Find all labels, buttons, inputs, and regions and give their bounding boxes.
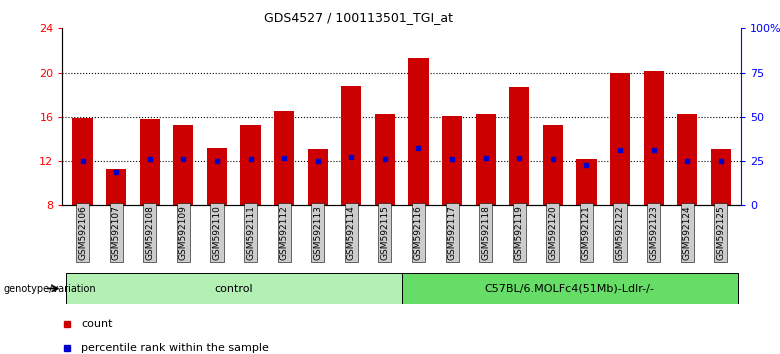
Bar: [610, 73, 630, 205]
Text: GSM592119: GSM592119: [515, 205, 524, 260]
Bar: [73, 118, 93, 205]
Text: GSM592124: GSM592124: [682, 205, 692, 260]
Bar: [711, 149, 731, 205]
Text: GSM592122: GSM592122: [615, 205, 625, 260]
Text: GSM592108: GSM592108: [145, 205, 154, 260]
Bar: [402, 273, 738, 304]
Bar: [509, 87, 530, 205]
Text: GSM592116: GSM592116: [414, 205, 423, 260]
Bar: [207, 148, 227, 205]
Bar: [476, 114, 496, 205]
Text: GSM592106: GSM592106: [78, 205, 87, 260]
Bar: [409, 58, 428, 205]
Text: GSM592118: GSM592118: [481, 205, 490, 260]
Bar: [66, 273, 402, 304]
Bar: [341, 86, 361, 205]
Bar: [677, 114, 697, 205]
Text: GSM592109: GSM592109: [179, 205, 188, 260]
Text: GSM592113: GSM592113: [314, 205, 322, 260]
Text: control: control: [215, 284, 253, 293]
Text: genotype/variation: genotype/variation: [4, 284, 97, 293]
Text: GSM592121: GSM592121: [582, 205, 591, 260]
Text: C57BL/6.MOLFc4(51Mb)-Ldlr-/-: C57BL/6.MOLFc4(51Mb)-Ldlr-/-: [484, 284, 654, 293]
Text: count: count: [81, 319, 112, 329]
Bar: [576, 159, 597, 205]
Text: GSM592125: GSM592125: [716, 205, 725, 260]
Bar: [140, 119, 160, 205]
Text: GSM592111: GSM592111: [246, 205, 255, 260]
Text: GSM592115: GSM592115: [381, 205, 389, 260]
Text: GSM592107: GSM592107: [112, 205, 121, 260]
Bar: [375, 114, 395, 205]
Bar: [173, 125, 193, 205]
Text: percentile rank within the sample: percentile rank within the sample: [81, 343, 269, 353]
Text: GSM592123: GSM592123: [649, 205, 658, 260]
Text: GSM592117: GSM592117: [448, 205, 456, 260]
Text: GSM592112: GSM592112: [279, 205, 289, 260]
Bar: [644, 72, 664, 205]
Bar: [106, 169, 126, 205]
Text: GSM592120: GSM592120: [548, 205, 558, 260]
Bar: [240, 125, 261, 205]
Bar: [307, 149, 328, 205]
Bar: [543, 125, 563, 205]
Text: GSM592110: GSM592110: [212, 205, 222, 260]
Text: GDS4527 / 100113501_TGI_at: GDS4527 / 100113501_TGI_at: [264, 11, 453, 24]
Text: GSM592114: GSM592114: [347, 205, 356, 260]
Bar: [274, 111, 294, 205]
Bar: [442, 116, 463, 205]
